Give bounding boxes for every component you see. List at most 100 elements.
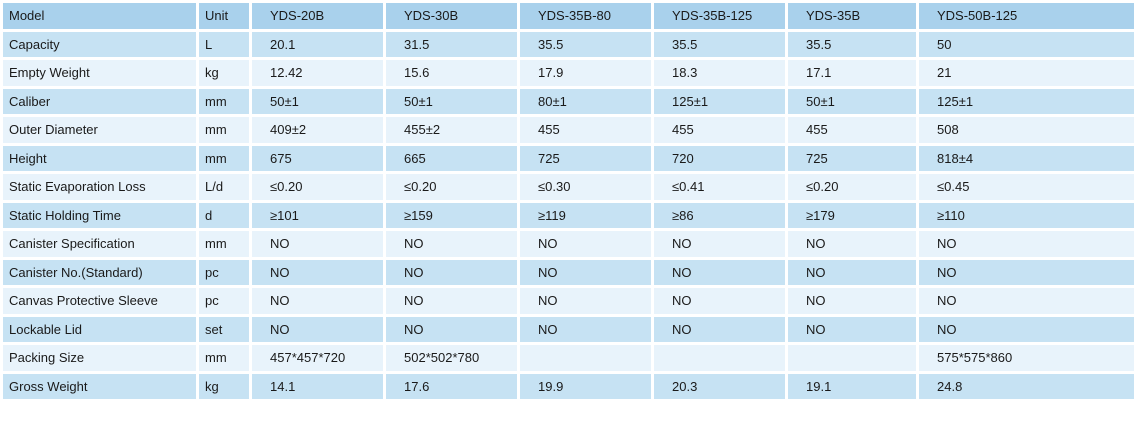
row-value-yds-35b-125: 125±1	[654, 88, 785, 114]
row-value-yds-20b: NO	[252, 316, 383, 342]
row-label: Canvas Protective Sleeve	[3, 288, 196, 314]
row-value-yds-50b-125: 24.8	[919, 373, 1134, 399]
row-value-yds-35b-80: 19.9	[520, 373, 651, 399]
row-label: Gross Weight	[3, 373, 196, 399]
header-model-yds-35b-125: YDS-35B-125	[654, 3, 785, 29]
spec-table: Model Unit YDS-20B YDS-30B YDS-35B-80 YDS-35B…	[3, 3, 1134, 399]
row-label: Packing Size	[3, 345, 196, 371]
row-unit: pc	[199, 259, 249, 285]
row-value-yds-35b-125: NO	[654, 288, 785, 314]
row-value-yds-30b: 455±2	[386, 117, 517, 143]
row-canvas-protective-sleeve: Canvas Protective Sleeve pc NO NO NO NO NO NO	[3, 288, 1134, 314]
row-value-yds-30b: NO	[386, 316, 517, 342]
header-model-label: Model	[3, 3, 196, 29]
row-unit: mm	[199, 145, 249, 171]
row-value-yds-30b: 502*502*780	[386, 345, 517, 371]
row-unit: pc	[199, 288, 249, 314]
row-packing-size: Packing Size mm 457*457*720 502*502*780 575*…	[3, 345, 1134, 371]
row-value-yds-20b: 50±1	[252, 88, 383, 114]
row-value-yds-35b-125: NO	[654, 231, 785, 257]
row-label: Static Evaporation Loss	[3, 174, 196, 200]
row-unit: L/d	[199, 174, 249, 200]
row-height: Height mm 675 665 725 720 725 818±4	[3, 145, 1134, 171]
row-value-yds-20b: ≤0.20	[252, 174, 383, 200]
row-gross-weight: Gross Weight kg 14.1 17.6 19.9 20.3 19.1 24.8	[3, 373, 1134, 399]
row-label: Capacity	[3, 31, 196, 57]
row-value-yds-50b-125: 575*575*860	[919, 345, 1134, 371]
row-unit: mm	[199, 231, 249, 257]
row-unit: d	[199, 202, 249, 228]
row-value-yds-35b-125: 720	[654, 145, 785, 171]
row-value-yds-35b-125	[654, 345, 785, 371]
row-value-yds-35b-125: 455	[654, 117, 785, 143]
row-value-yds-30b: ≤0.20	[386, 174, 517, 200]
row-value-yds-20b: 14.1	[252, 373, 383, 399]
row-value-yds-35b-80	[520, 345, 651, 371]
row-value-yds-35b: 35.5	[788, 31, 916, 57]
row-value-yds-35b-125: ≤0.41	[654, 174, 785, 200]
header-row: Model Unit YDS-20B YDS-30B YDS-35B-80 YDS-35B…	[3, 3, 1134, 29]
row-value-yds-35b-125: 18.3	[654, 60, 785, 86]
row-value-yds-30b: 665	[386, 145, 517, 171]
header-model-yds-20b: YDS-20B	[252, 3, 383, 29]
row-value-yds-35b-80: 17.9	[520, 60, 651, 86]
row-unit: kg	[199, 373, 249, 399]
row-unit: set	[199, 316, 249, 342]
row-value-yds-35b: 725	[788, 145, 916, 171]
row-static-holding-time: Static Holding Time d ≥101 ≥159 ≥119 ≥86 ≥179 ≥…	[3, 202, 1134, 228]
row-capacity: Capacity L 20.1 31.5 35.5 35.5 35.5 50	[3, 31, 1134, 57]
row-value-yds-35b: NO	[788, 288, 916, 314]
row-value-yds-35b-125: 35.5	[654, 31, 785, 57]
row-value-yds-20b: ≥101	[252, 202, 383, 228]
row-value-yds-30b: NO	[386, 259, 517, 285]
row-value-yds-35b: 50±1	[788, 88, 916, 114]
header-model-yds-50b-125: YDS-50B-125	[919, 3, 1134, 29]
row-value-yds-35b: 19.1	[788, 373, 916, 399]
row-value-yds-35b	[788, 345, 916, 371]
row-value-yds-50b-125: 50	[919, 31, 1134, 57]
row-label: Outer Diameter	[3, 117, 196, 143]
row-value-yds-35b-125: ≥86	[654, 202, 785, 228]
row-value-yds-35b-125: NO	[654, 259, 785, 285]
spec-table-body: Model Unit YDS-20B YDS-30B YDS-35B-80 YDS-35B…	[3, 3, 1134, 399]
row-value-yds-35b: 17.1	[788, 60, 916, 86]
row-value-yds-35b-80: 35.5	[520, 31, 651, 57]
row-value-yds-35b: ≤0.20	[788, 174, 916, 200]
row-value-yds-35b-80: 455	[520, 117, 651, 143]
row-value-yds-35b-125: NO	[654, 316, 785, 342]
row-value-yds-20b: NO	[252, 288, 383, 314]
row-value-yds-30b: 31.5	[386, 31, 517, 57]
row-value-yds-50b-125: 125±1	[919, 88, 1134, 114]
row-label: Lockable Lid	[3, 316, 196, 342]
row-value-yds-50b-125: NO	[919, 288, 1134, 314]
row-unit: kg	[199, 60, 249, 86]
row-value-yds-35b: ≥179	[788, 202, 916, 228]
row-empty-weight: Empty Weight kg 12.42 15.6 17.9 18.3 17.1 21	[3, 60, 1134, 86]
row-canister-specification: Canister Specification mm NO NO NO NO NO NO	[3, 231, 1134, 257]
row-label: Caliber	[3, 88, 196, 114]
row-value-yds-30b: 15.6	[386, 60, 517, 86]
row-value-yds-20b: 675	[252, 145, 383, 171]
row-value-yds-30b: 17.6	[386, 373, 517, 399]
row-value-yds-50b-125: ≤0.45	[919, 174, 1134, 200]
row-value-yds-35b-80: 80±1	[520, 88, 651, 114]
row-unit: mm	[199, 88, 249, 114]
header-model-yds-35b: YDS-35B	[788, 3, 916, 29]
row-value-yds-20b: 12.42	[252, 60, 383, 86]
row-value-yds-20b: NO	[252, 231, 383, 257]
row-value-yds-35b: 455	[788, 117, 916, 143]
row-value-yds-30b: ≥159	[386, 202, 517, 228]
row-value-yds-50b-125: 508	[919, 117, 1134, 143]
row-value-yds-20b: 20.1	[252, 31, 383, 57]
row-outer-diameter: Outer Diameter mm 409±2 455±2 455 455 455 508	[3, 117, 1134, 143]
row-label: Canister Specification	[3, 231, 196, 257]
row-label: Height	[3, 145, 196, 171]
row-value-yds-50b-125: NO	[919, 231, 1134, 257]
row-value-yds-20b: 409±2	[252, 117, 383, 143]
row-value-yds-50b-125: NO	[919, 316, 1134, 342]
row-canister-no-standard: Canister No.(Standard) pc NO NO NO NO NO NO	[3, 259, 1134, 285]
row-value-yds-30b: NO	[386, 288, 517, 314]
row-value-yds-30b: 50±1	[386, 88, 517, 114]
row-value-yds-35b: NO	[788, 231, 916, 257]
row-unit: mm	[199, 345, 249, 371]
